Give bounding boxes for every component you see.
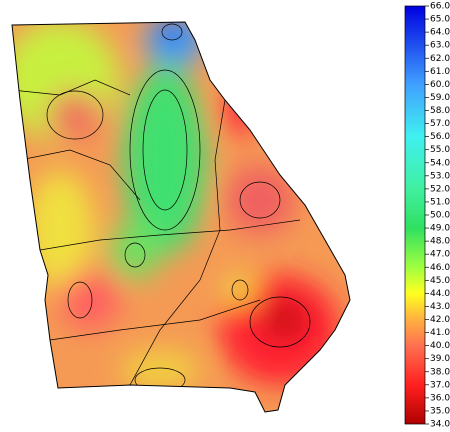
colorbar-tick-label: 58.0 (430, 106, 450, 116)
colorbar-tick-label: 37.0 (430, 380, 450, 390)
colorbar-tick-label: 52.0 (430, 184, 450, 194)
colorbar-tick-label: 42.0 (430, 315, 450, 325)
colorbar-tick-label: 46.0 (430, 263, 450, 273)
colorbar-tick-label: 49.0 (430, 224, 450, 234)
colorbar-tick-label: 38.0 (430, 367, 450, 377)
colorbar-tick-label: 53.0 (430, 171, 450, 181)
colorbar-tick-label: 59.0 (430, 93, 450, 103)
colorbar-tick-label: 55.0 (430, 145, 450, 155)
colorbar-tick-label: 54.0 (430, 158, 450, 168)
colorbar-tick-label: 66.0 (430, 2, 450, 12)
colorbar-tick-label: 64.0 (430, 28, 450, 38)
colorbar-tick-label: 63.0 (430, 41, 450, 51)
colorbar-tick-label: 45.0 (430, 276, 450, 286)
colorbar-tick-label: 41.0 (430, 328, 450, 338)
colorbar-tick-label: 36.0 (430, 393, 450, 403)
state-outline (11, 21, 351, 413)
colorbar-tick-label: 35.0 (430, 406, 450, 416)
colorbar-tick-label: 39.0 (430, 354, 450, 364)
colorbar-tick-label: 44.0 (430, 289, 450, 299)
colorbar-tick-label: 57.0 (430, 119, 450, 129)
colorbar-tick-label: 40.0 (430, 341, 450, 351)
colorbar-tick-label: 60.0 (430, 80, 450, 90)
colorbar-tick-label: 65.0 (430, 15, 450, 25)
colorbar-tick-label: 61.0 (430, 67, 450, 77)
colorbar-tick-label: 34.0 (430, 420, 450, 430)
colorbar-tick-label: 51.0 (430, 197, 450, 207)
colorbar-tick-label: 43.0 (430, 302, 450, 312)
colorbar-tick-label: 47.0 (430, 250, 450, 260)
colorbar-tick-label: 50.0 (430, 211, 450, 221)
colorbar-tick-label: 48.0 (430, 237, 450, 247)
colorbar-tick-label: 56.0 (430, 132, 450, 142)
colorbar (404, 5, 426, 425)
colorbar-tick-label: 62.0 (430, 54, 450, 64)
temperature-field (12, 22, 350, 412)
